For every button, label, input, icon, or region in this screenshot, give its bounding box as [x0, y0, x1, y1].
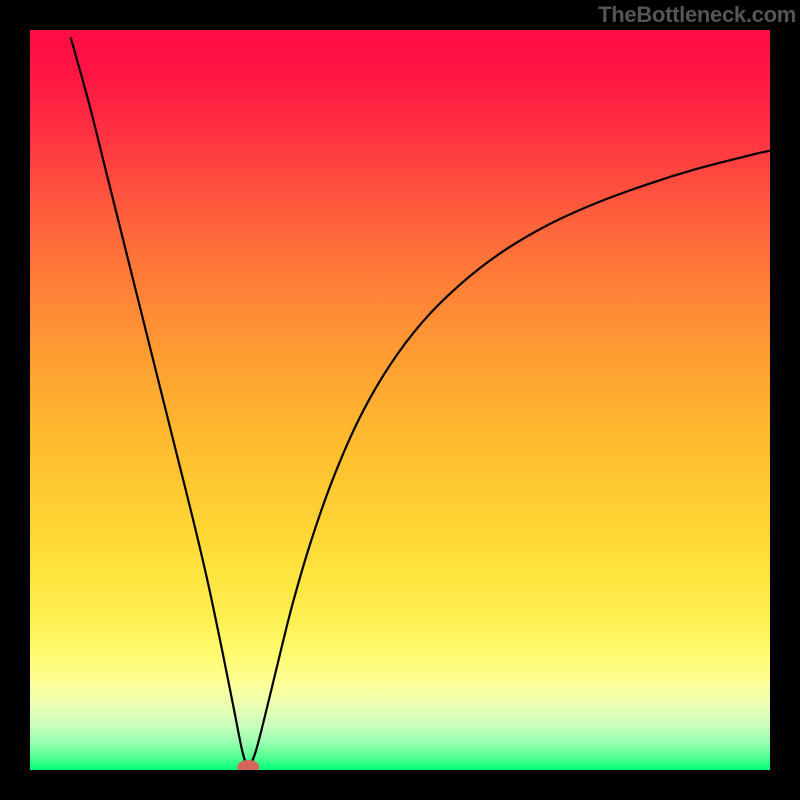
chart-svg [0, 0, 800, 800]
chart-stage: TheBottleneck.com [0, 0, 800, 800]
chart-background [30, 30, 770, 770]
watermark-label: TheBottleneck.com [598, 2, 796, 28]
